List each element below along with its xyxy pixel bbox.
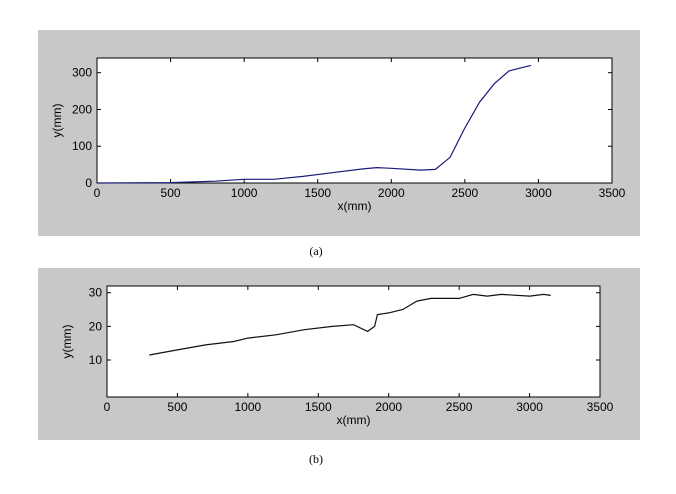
x-axis-label: x(mm) (337, 413, 371, 427)
y-tick-label: 200 (72, 102, 92, 116)
x-tick-label: 2500 (452, 186, 479, 200)
plot-area (96, 57, 613, 184)
y-tick-label: 30 (89, 286, 103, 300)
y-axis-label: y(mm) (60, 325, 74, 359)
x-tick-label: 3000 (525, 186, 552, 200)
x-tick-label: 2500 (446, 400, 473, 414)
x-tick-label: 1500 (305, 400, 332, 414)
y-axis-label: y(mm) (50, 104, 64, 138)
x-tick-label: 2000 (375, 400, 402, 414)
caption: (a) (309, 244, 322, 258)
x-tick-label: 500 (161, 186, 181, 200)
y-tick-label: 100 (72, 139, 92, 153)
x-tick-label: 0 (104, 400, 111, 414)
x-tick-label: 1500 (304, 186, 331, 200)
x-tick-label: 2000 (378, 186, 405, 200)
y-tick-label: 10 (89, 353, 103, 367)
x-tick-label: 3500 (587, 400, 614, 414)
x-tick-label: 0 (94, 186, 101, 200)
y-tick-label: 20 (89, 319, 103, 333)
caption: (b) (309, 452, 323, 466)
x-axis-label: x(mm) (338, 199, 372, 213)
x-tick-label: 3500 (599, 186, 626, 200)
x-tick-label: 500 (167, 400, 187, 414)
y-tick-label: 300 (72, 66, 92, 80)
x-tick-label: 1000 (231, 186, 258, 200)
x-tick-label: 1000 (235, 400, 262, 414)
x-tick-label: 3000 (516, 400, 543, 414)
plot-area (106, 285, 601, 398)
data-line (149, 293, 551, 356)
data-line (96, 64, 532, 184)
y-tick-label: 0 (85, 176, 92, 190)
